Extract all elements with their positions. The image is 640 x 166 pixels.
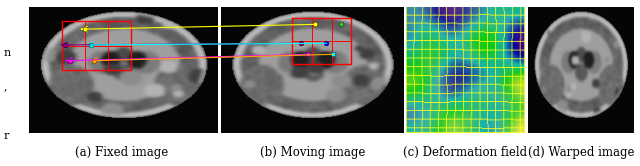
Text: (b) Moving image: (b) Moving image (260, 146, 365, 159)
Bar (292, 18, 351, 64)
Text: n: n (3, 48, 10, 58)
Text: r: r (3, 131, 8, 141)
Text: (c) Deformation field: (c) Deformation field (403, 146, 527, 159)
Text: (d) Warped image: (d) Warped image (528, 146, 634, 159)
Bar (63, 21, 131, 70)
Text: ,: , (3, 81, 6, 91)
Text: (a) Fixed image: (a) Fixed image (75, 146, 168, 159)
